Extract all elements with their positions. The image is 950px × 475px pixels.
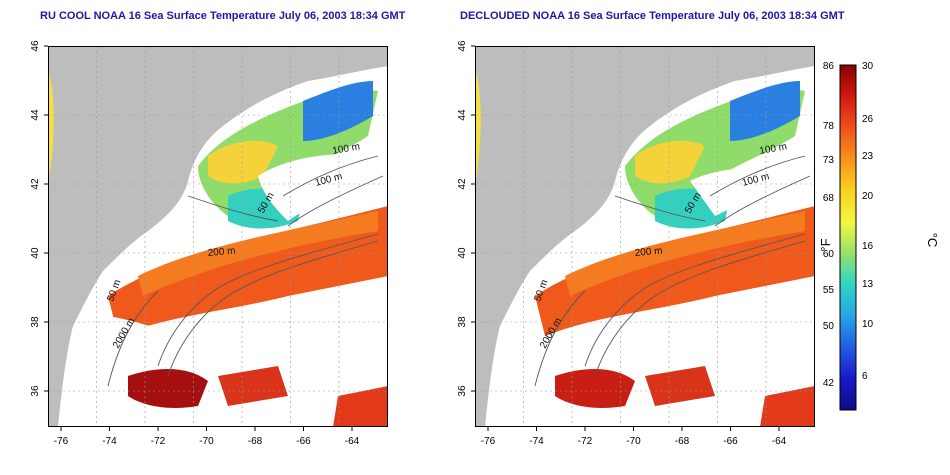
cloud-cover <box>690 168 790 216</box>
bathymetry-contour <box>167 240 379 377</box>
colorbar-c-tick: 20 <box>862 191 874 202</box>
southern-warm-patch <box>645 366 715 406</box>
bathymetry-contour <box>594 240 806 377</box>
x-tick-label: -74 <box>529 436 544 447</box>
y-tick-label: 44 <box>30 109 41 121</box>
contour-label: 200 m <box>634 246 663 259</box>
inland-lake-warm <box>48 66 54 186</box>
colorbar-f-tick: 60 <box>823 249 835 260</box>
x-tick-label: -70 <box>626 436 641 447</box>
map-frame <box>475 46 815 427</box>
colorbar-c-tick: 26 <box>862 114 874 125</box>
colorbar-c-tick: 13 <box>862 279 874 290</box>
cold-water-bay <box>730 81 800 141</box>
southern-warm-patch <box>218 366 288 406</box>
land-mass <box>475 46 815 427</box>
x-tick-label: -66 <box>723 436 738 447</box>
colorbar-f-tick: 73 <box>823 155 835 166</box>
y-tick-label: 40 <box>30 247 41 259</box>
colorbar-c-tick: 30 <box>862 61 874 72</box>
colorbar-f-label: °F <box>820 238 833 251</box>
x-tick-label: -72 <box>151 436 166 447</box>
x-tick-label: -72 <box>578 436 593 447</box>
bathymetry-contour <box>287 175 384 227</box>
colorbar-c-tick: 10 <box>862 319 874 330</box>
x-tick-label: -74 <box>102 436 117 447</box>
x-tick-label: -66 <box>296 436 311 447</box>
contour-label: 100 m <box>332 141 361 157</box>
colorbar-c-label: °C <box>925 233 940 248</box>
colorbar: 86 78 73 68 60 55 50 42 30 26 23 20 16 13 10 6 °F °C <box>820 61 940 411</box>
southeast-warm-patch <box>760 386 815 427</box>
colorbar-c-tick: 6 <box>862 371 868 382</box>
cold-water-bay <box>303 81 373 141</box>
bathymetry-contour <box>107 290 159 387</box>
colorbar-f-tick: 50 <box>823 321 835 332</box>
y-tick-label: 36 <box>30 385 41 397</box>
bathymetry-contour <box>714 175 811 227</box>
map-title-right: DECLOUDED NOAA 16 Sea Surface Temperatur… <box>460 10 845 22</box>
cloud-cover <box>258 154 368 221</box>
colorbar-c-tick: 23 <box>862 151 874 162</box>
bathymetry-contour <box>157 233 379 367</box>
bathymetry-contour <box>584 233 806 367</box>
map-frame <box>48 46 388 427</box>
colorbar-f-tick: 42 <box>823 378 835 389</box>
x-tick-label: -76 <box>481 436 496 447</box>
colorbar-f-tick: 55 <box>823 285 835 296</box>
colorbar-f-tick: 68 <box>823 193 835 204</box>
gulf-stream-core <box>138 211 378 296</box>
y-tick-label: 38 <box>457 316 468 328</box>
y-tick-label: 44 <box>457 109 468 121</box>
southeast-warm-patch <box>333 386 388 427</box>
y-tick-label: 42 <box>457 178 468 190</box>
y-tick-label: 46 <box>30 40 41 52</box>
x-tick-label: -68 <box>248 436 263 447</box>
contour-label: 200 m <box>207 246 236 259</box>
colorbar-c-tick: 16 <box>862 241 874 252</box>
warm-eddy <box>128 369 208 408</box>
map-title-left: RU COOL NOAA 16 Sea Surface Temperature … <box>40 10 406 22</box>
colorbar-f-tick: 86 <box>823 61 835 72</box>
inland-lake-warm <box>475 66 481 186</box>
cloud-cover-south <box>108 316 198 366</box>
warm-eddy <box>555 369 635 408</box>
contour-label: 100 m <box>759 141 788 157</box>
warm-shelf-patch <box>635 140 705 184</box>
y-tick-label: 36 <box>457 385 468 397</box>
bathymetry-contour <box>709 155 806 197</box>
bathymetry-contour <box>614 195 706 222</box>
bathymetry-contour <box>534 290 586 387</box>
bathymetry-contour <box>282 155 379 197</box>
y-tick-label: 42 <box>30 178 41 190</box>
x-tick-label: -76 <box>54 436 69 447</box>
x-tick-label: -64 <box>345 436 360 447</box>
colorbar-f-tick: 78 <box>823 121 835 132</box>
colorbar-gradient <box>839 64 857 411</box>
gulf-stream-core <box>565 211 805 296</box>
x-tick-label: -70 <box>199 436 214 447</box>
y-tick-label: 46 <box>457 40 468 52</box>
x-tick-label: -64 <box>772 436 787 447</box>
y-tick-label: 38 <box>30 316 41 328</box>
y-tick-label: 40 <box>457 247 468 259</box>
land-mass <box>48 46 388 427</box>
warm-shelf-patch <box>208 140 278 184</box>
bathymetry-contour <box>187 195 279 222</box>
x-tick-label: -68 <box>675 436 690 447</box>
